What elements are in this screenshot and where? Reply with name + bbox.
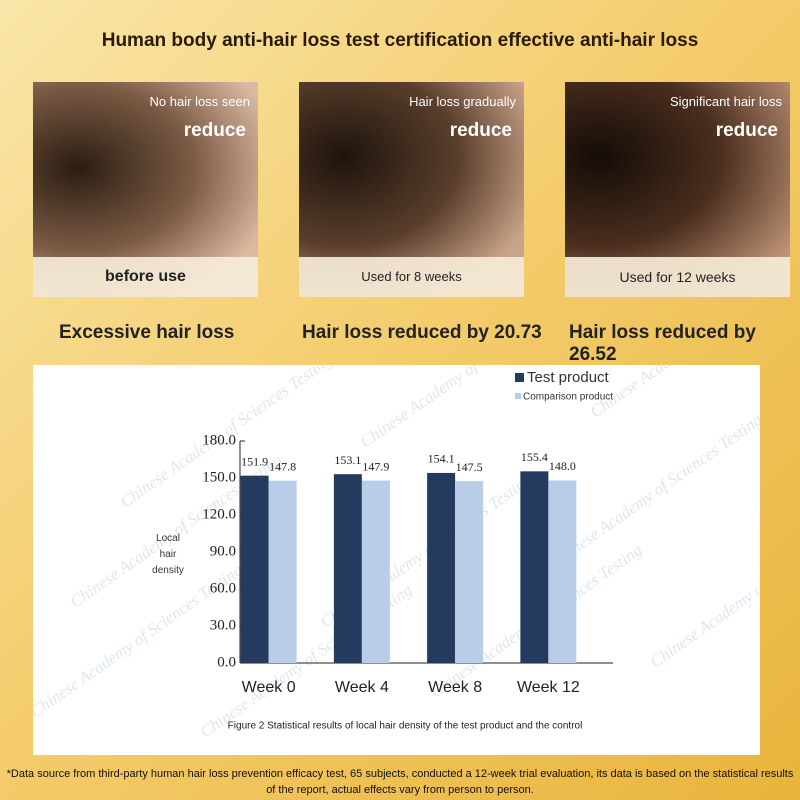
- panel-caption: Hair loss reduced by 26.52: [569, 322, 756, 365]
- y-tick-label: 30.0: [210, 617, 236, 633]
- photo: Hair loss gradually reduce Used for 8 we…: [299, 82, 524, 297]
- y-tick-label: 150.0: [202, 469, 236, 485]
- value-label: 154.1: [428, 452, 455, 466]
- footnote: *Data source from third-party human hair…: [6, 768, 794, 796]
- value-label: 153.1: [334, 453, 361, 467]
- photo-tag: reduce: [449, 120, 512, 141]
- photo: No hair loss seen reduce before use: [33, 82, 258, 297]
- bar: [455, 481, 484, 663]
- value-label: 147.8: [269, 459, 296, 473]
- x-tick-label: Week 12: [517, 679, 580, 696]
- value-label: 148.0: [549, 459, 576, 473]
- y-tick-label: 60.0: [210, 580, 236, 596]
- legend-label: Test product: [527, 369, 610, 386]
- panel-caption: Excessive hair loss: [59, 322, 235, 343]
- watermark: Chinese Academy of Sciences Testing: [647, 510, 760, 671]
- panel-caption: Hair loss reduced by 20.73: [302, 322, 542, 343]
- y-tick-label: 90.0: [210, 543, 236, 559]
- bar: [520, 471, 549, 663]
- bar: [361, 480, 390, 663]
- photo-tag: reduce: [715, 120, 778, 141]
- bar: [268, 480, 297, 663]
- value-label: 151.9: [241, 454, 268, 468]
- value-label: 147.5: [456, 460, 483, 474]
- legend-swatch: [515, 373, 524, 382]
- x-tick-label: Week 4: [335, 679, 389, 696]
- watermark: Chinese Academy of Sciences Testing: [547, 410, 760, 571]
- bar: [240, 475, 269, 663]
- bar: [427, 472, 456, 663]
- value-label: 155.4: [521, 450, 548, 464]
- value-label: 147.9: [362, 459, 389, 473]
- photo-label: before use: [33, 257, 258, 297]
- photo-note: No hair loss seen: [149, 94, 250, 109]
- x-tick-label: Week 0: [242, 679, 296, 696]
- bar: [548, 480, 577, 663]
- photo-label: Used for 8 weeks: [299, 257, 524, 297]
- photo-note: Hair loss gradually: [409, 94, 516, 109]
- y-tick-label: 0.0: [217, 654, 236, 670]
- y-tick-label: 180.0: [202, 432, 236, 448]
- legend-label: Comparison product: [523, 392, 613, 403]
- y-tick-label: 120.0: [202, 506, 236, 522]
- bar: [333, 474, 362, 663]
- photo-label: Used for 12 weeks: [565, 257, 790, 297]
- photo-note: Significant hair loss: [670, 94, 782, 109]
- chart: Chinese Academy of Sciences Testing Chine…: [33, 365, 760, 755]
- title: Human body anti-hair loss test certifica…: [101, 30, 699, 51]
- x-tick-label: Week 8: [428, 679, 482, 696]
- photo: Significant hair loss reduce Used for 12…: [565, 82, 790, 297]
- photo-tag: reduce: [183, 120, 246, 141]
- chart-caption: Figure 2 Statistical results of local ha…: [228, 721, 583, 732]
- legend-swatch: [515, 393, 521, 399]
- y-axis-label: Local hair density: [152, 533, 184, 576]
